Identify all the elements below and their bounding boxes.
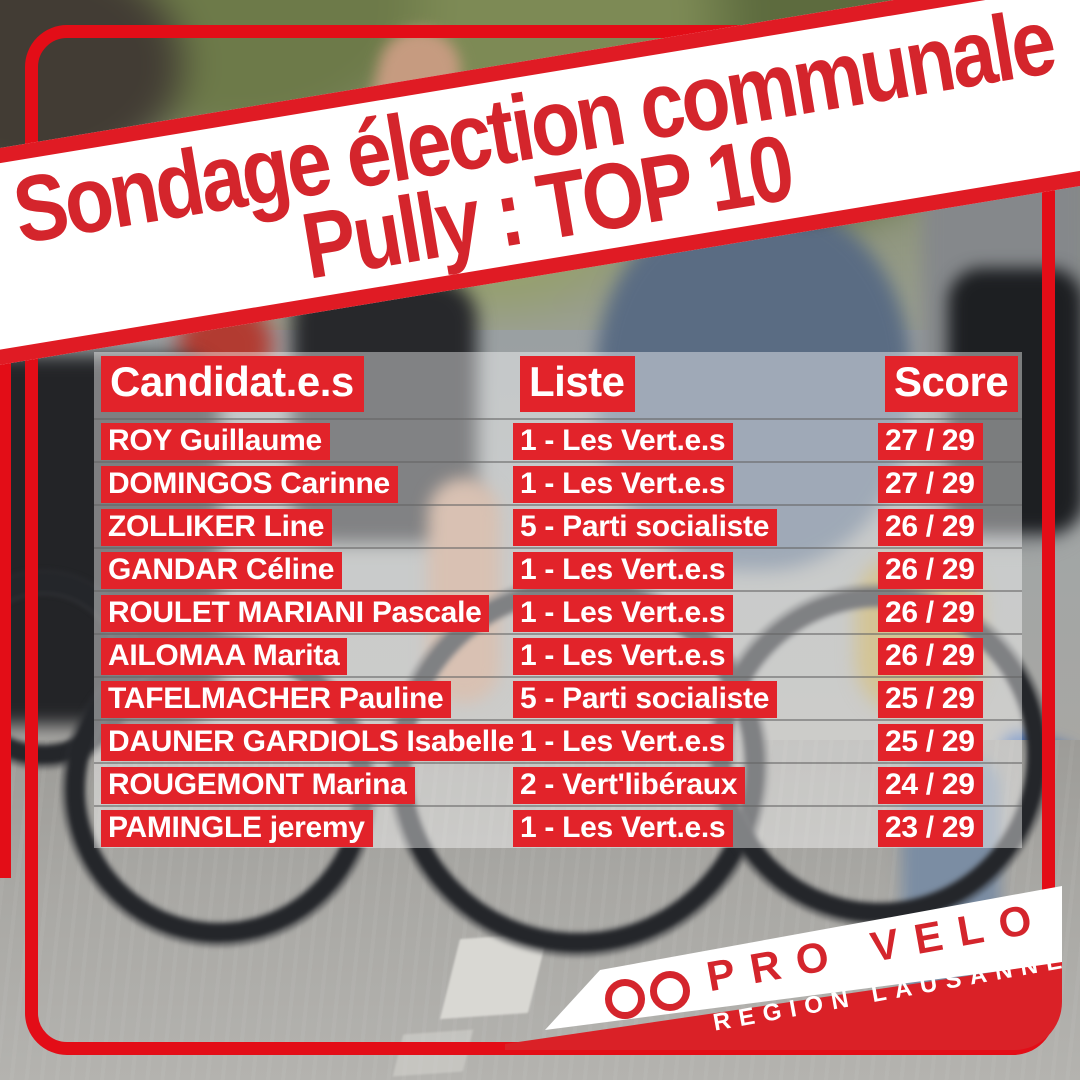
candidate-score: 25 / 29 [878,681,983,718]
candidate-score: 24 / 29 [878,767,983,804]
table-row: ROUGEMONT Marina 2 - Vert'libéraux 24 / … [94,762,1022,805]
candidate-score: 26 / 29 [878,638,983,675]
candidate-name: ROY Guillaume [101,423,330,460]
table-row: ROY Guillaume 1 - Les Vert.e.s 27 / 29 [94,418,1022,461]
wheel-ring-icon [605,979,645,1019]
candidate-list: 1 - Les Vert.e.s [513,423,734,460]
table-row: ZOLLIKER Line 5 - Parti socialiste 26 / … [94,504,1022,547]
candidate-name: TAFELMACHER Pauline [101,681,452,718]
table-row: TAFELMACHER Pauline 5 - Parti socialiste… [94,676,1022,719]
table-row: DOMINGOS Carinne 1 - Les Vert.e.s 27 / 2… [94,461,1022,504]
candidate-name: PAMINGLE jeremy [101,810,373,847]
candidate-name: ROUGEMONT Marina [101,767,415,804]
results-table: Candidat.e.s Liste Score ROY Guillaume 1… [94,352,1022,848]
candidate-name: DAUNER GARDIOLS Isabelle [101,724,523,761]
table-row: PAMINGLE jeremy 1 - Les Vert.e.s 23 / 29 [94,805,1022,848]
pro-velo-logo: PRO VELO REGION LAUSANNE [505,880,1062,1050]
table-row: GANDAR Céline 1 - Les Vert.e.s 26 / 29 [94,547,1022,590]
candidate-score: 26 / 29 [878,595,983,632]
candidate-score: 25 / 29 [878,724,983,761]
cyclist-navy-shirt-shape [596,200,911,570]
candidate-list: 1 - Les Vert.e.s [513,724,734,761]
candidate-name: AILOMAA Marita [101,638,348,675]
candidate-list: 2 - Vert'libéraux [513,767,746,804]
candidate-list: 1 - Les Vert.e.s [513,595,734,632]
candidate-name: ZOLLIKER Line [101,509,333,546]
candidate-list: 1 - Les Vert.e.s [513,466,734,503]
candidate-list: 1 - Les Vert.e.s [513,552,734,589]
candidate-list: 1 - Les Vert.e.s [513,810,734,847]
header-candidates: Candidat.e.s [101,356,364,412]
candidate-score: 27 / 29 [878,466,983,503]
candidate-list: 5 - Parti socialiste [513,681,778,718]
header-list: Liste [520,356,635,412]
candidate-name: ROULET MARIANI Pascale [101,595,490,632]
header-score: Score [885,356,1019,412]
table-header-row: Candidat.e.s Liste Score [94,352,1022,418]
candidate-list: 5 - Parti socialiste [513,509,778,546]
candidate-score: 26 / 29 [878,509,983,546]
candidate-list: 1 - Les Vert.e.s [513,638,734,675]
table-row: DAUNER GARDIOLS Isabelle 1 - Les Vert.e.… [94,719,1022,762]
candidate-name: GANDAR Céline [101,552,343,589]
candidate-score: 23 / 29 [878,810,983,847]
candidate-score: 27 / 29 [878,423,983,460]
candidate-score: 26 / 29 [878,552,983,589]
table-row: ROULET MARIANI Pascale 1 - Les Vert.e.s … [94,590,1022,633]
left-edge-accent-bar [0,358,11,878]
candidate-name: DOMINGOS Carinne [101,466,398,503]
table-row: AILOMAA Marita 1 - Les Vert.e.s 26 / 29 [94,633,1022,676]
wheel-ring-icon [650,971,690,1011]
